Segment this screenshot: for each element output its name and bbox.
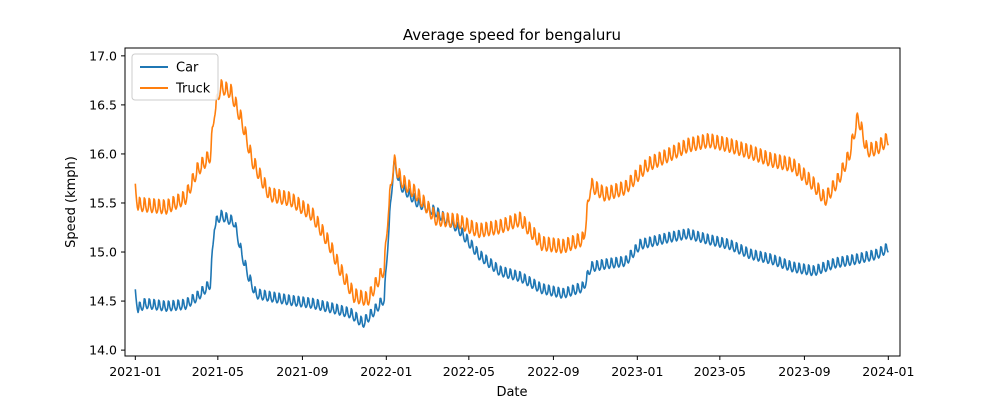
x-tick-label: 2023-01 [611,364,663,379]
x-axis: 2021-01 2021-05 2021-09 2022-01 2022-05 2022-… [109,356,914,379]
series-line-truck [134,79,890,306]
y-tick-label: 17.0 [89,48,117,63]
chart-title: Average speed for bengaluru [403,26,621,44]
y-tick-label: 15.5 [89,195,117,210]
x-tick-label: 2021-01 [109,364,161,379]
x-tick-label: 2022-01 [360,364,412,379]
y-tick-label: 15.0 [89,245,117,260]
series-line-car [134,157,889,328]
y-tick-label: 14.0 [89,343,117,358]
plot-frame [124,47,901,357]
legend: Car Truck [131,53,219,101]
x-tick-label: 2022-05 [443,364,495,379]
legend-label-truck: Truck [175,82,211,97]
y-tick-label: 16.0 [89,146,117,161]
x-tick-label: 2024-01 [862,364,914,379]
x-tick-label: 2022-09 [527,364,579,379]
x-tick-label: 2023-05 [694,364,746,379]
plot-area [125,48,900,356]
legend-label-car: Car [176,61,199,76]
x-tick-label: 2021-09 [276,364,328,379]
y-tick-label: 14.5 [89,294,117,309]
series-layer [134,79,890,328]
y-axis-label: Speed (kmph) [64,156,79,248]
x-axis-label: Date [496,385,527,400]
y-axis: 14.0 14.5 15.0 15.5 16.0 16.5 17.0 [89,48,125,358]
y-tick-label: 16.5 [89,97,117,112]
x-tick-label: 2021-05 [192,364,244,379]
x-tick-label: 2023-09 [778,364,830,379]
